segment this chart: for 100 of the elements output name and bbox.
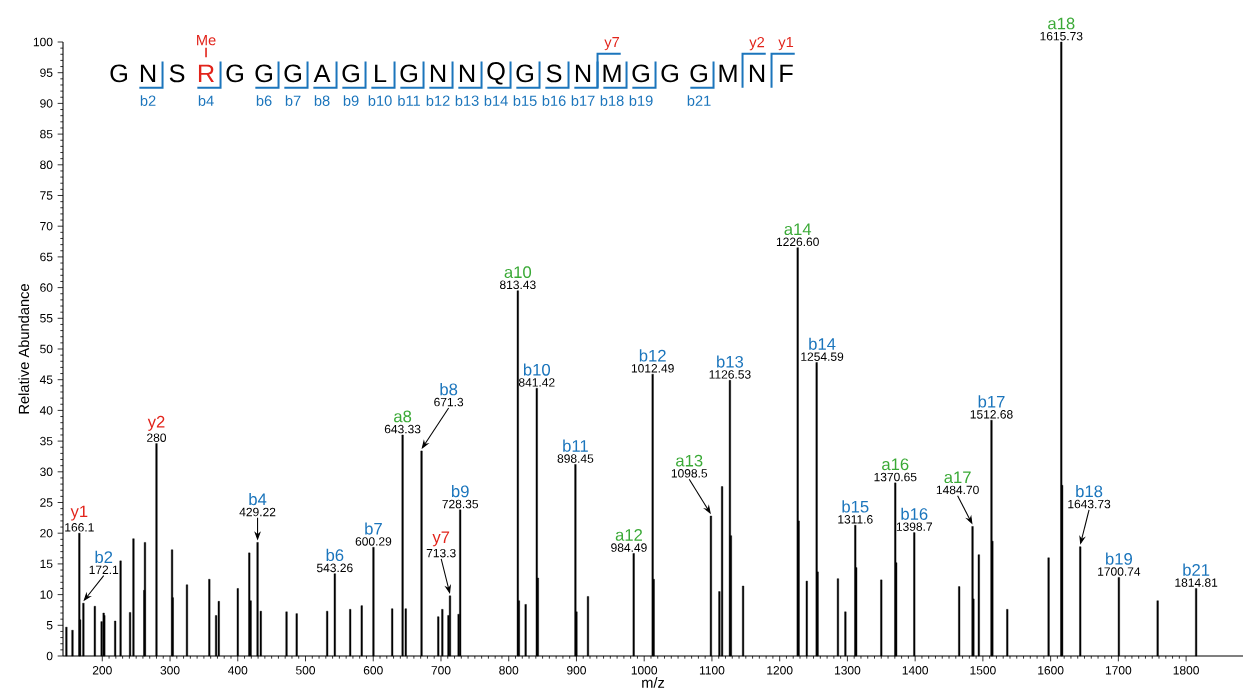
annotation: a12 [615, 529, 643, 541]
category-label: G [342, 64, 359, 83]
category-label: Q [487, 62, 505, 85]
annotation: a10 [504, 266, 532, 279]
category-label: G [690, 64, 707, 83]
x-tick-label: 200 [92, 666, 112, 675]
x-tick-label: 1700 [1105, 666, 1132, 675]
y-tick-label: 25 [40, 498, 53, 507]
annotation: a18 [1048, 17, 1075, 30]
x-tick-label: 1100 [699, 666, 725, 675]
annotation: b16 [901, 507, 928, 520]
annotation: 813.43 [499, 280, 536, 290]
annotation: 713.3 [426, 548, 456, 558]
annotation: b12 [426, 95, 450, 106]
annotation: b2 [140, 95, 156, 106]
x-tick-label: 300 [160, 666, 180, 675]
x-axis-title: m/z [642, 677, 665, 688]
annotation: y1 [70, 505, 88, 521]
y-tick-label: 70 [40, 221, 53, 231]
annotation: 280 [147, 433, 167, 442]
annotation: y2 [147, 415, 165, 431]
annotation: b8 [440, 383, 458, 396]
annotation: y1 [778, 37, 794, 51]
annotation: 1370.65 [874, 472, 917, 482]
category-label: M [719, 64, 737, 83]
annotation: y2 [749, 36, 765, 51]
annotation: b12 [639, 349, 666, 362]
y-tick-label: 65 [40, 252, 53, 262]
annotation: 1311.6 [838, 515, 873, 524]
annotation: b14 [809, 337, 836, 350]
y-axis-title: Relative Abundance [18, 284, 30, 414]
category-label: S [546, 64, 562, 83]
x-tick-label: 800 [499, 666, 519, 675]
annotation: 643.33 [384, 424, 421, 434]
y-tick-label: 45 [39, 375, 53, 384]
y-tick-label: 10 [40, 590, 53, 599]
annotation: a17 [944, 471, 971, 484]
x-tick-label: 400 [228, 666, 248, 675]
annotation: b2 [95, 550, 113, 564]
annotation: b19 [629, 95, 653, 106]
category-label: R [198, 64, 214, 83]
annotation: 172.1 [89, 565, 119, 574]
annotation: b8 [314, 95, 330, 106]
x-tick-label: 500 [295, 666, 316, 675]
annotation: 984.49 [611, 543, 647, 552]
y-tick-label: 100 [33, 37, 53, 47]
annotation: 166.1 [65, 523, 94, 532]
y-tick-label: 35 [40, 436, 53, 446]
category-label: N [459, 64, 475, 83]
y-tick-label: 50 [40, 344, 53, 354]
x-tick-label: 600 [363, 666, 383, 675]
category-label: G [284, 64, 301, 83]
category-label: N [430, 64, 446, 83]
annotation: 1226.60 [776, 237, 819, 247]
annotation: 1700.74 [1098, 567, 1141, 576]
annotation: b18 [1076, 484, 1103, 498]
annotation: b18 [600, 95, 624, 106]
annotation: b7 [285, 95, 301, 106]
y-tick-label: 55 [40, 314, 53, 323]
category-label: A [313, 64, 331, 83]
x-tick-label: 700 [431, 666, 451, 675]
y-tick-label: 60 [40, 283, 53, 292]
annotation: 1643.73 [1068, 499, 1111, 509]
annotation: b21 [1183, 563, 1210, 576]
y-tick-label: 0 [46, 651, 53, 661]
annotation: 1012.49 [631, 364, 674, 373]
annotation: b10 [523, 363, 551, 376]
annotation: 728.35 [442, 499, 479, 509]
y-tick-label: 95 [40, 68, 53, 77]
annotation: 1484.70 [936, 485, 979, 495]
annotation: b13 [717, 355, 744, 368]
y-tick-label: 90 [40, 99, 53, 108]
category-label: N [575, 64, 591, 83]
annotation: b4 [249, 492, 267, 506]
y-tick-label: 75 [40, 191, 53, 200]
x-tick-label: 1000 [631, 666, 658, 675]
annotation: 1512.68 [970, 410, 1013, 419]
category-label: G [226, 64, 243, 83]
x-tick-label: 1500 [970, 666, 996, 675]
y-tick-label: 40 [39, 406, 53, 415]
annotation: b17 [571, 95, 595, 106]
annotation: b11 [563, 439, 588, 452]
annotation: b15 [513, 95, 537, 106]
annotation: 1398.7 [896, 522, 933, 531]
annotation: b4 [198, 95, 214, 106]
x-tick-label: 1200 [767, 666, 793, 675]
x-tick-label: 1400 [902, 666, 929, 675]
category-label: G [255, 64, 272, 83]
x-tick-label: 900 [567, 666, 586, 675]
annotation: b19 [1106, 552, 1132, 565]
category-label: F [780, 64, 793, 83]
y-tick-label: 80 [40, 160, 53, 170]
x-tick-label: 1300 [834, 666, 861, 675]
annotation: a16 [882, 458, 909, 471]
category-label: N [140, 64, 156, 83]
annotation: a8 [394, 410, 412, 423]
annotation: a13 [676, 454, 703, 467]
annotation: b15 [842, 500, 869, 513]
annotation: 1814.81 [1175, 578, 1218, 587]
annotation: 429.22 [239, 507, 276, 517]
